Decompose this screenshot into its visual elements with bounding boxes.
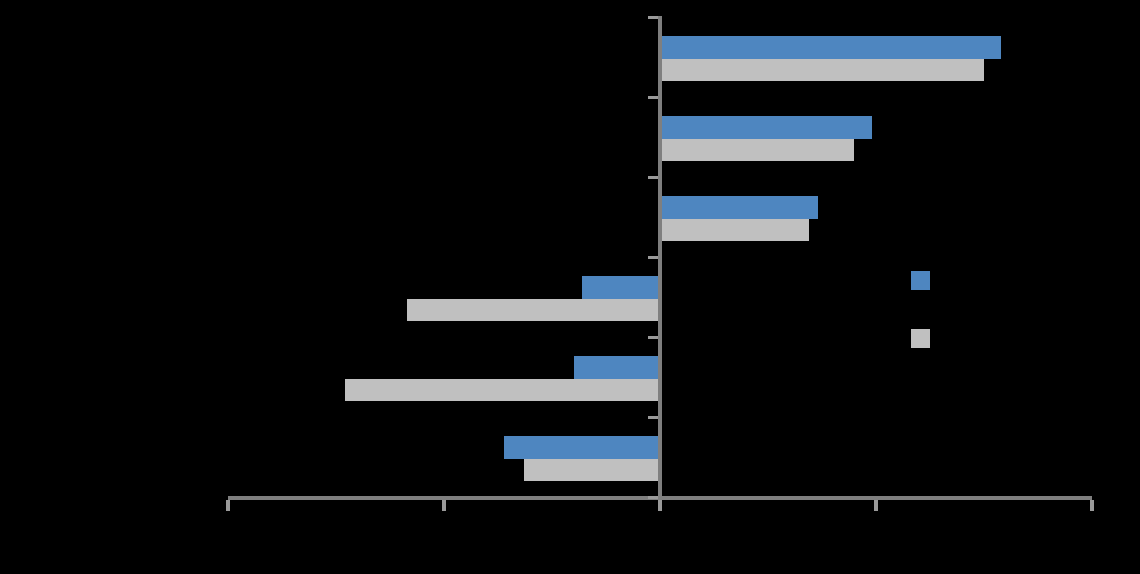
y-axis-tick [648, 175, 658, 179]
x-axis-tick [874, 500, 878, 511]
y-axis-tick [648, 15, 658, 19]
bar-blue-series-group4 [582, 276, 660, 299]
x-axis-tick [1090, 500, 1094, 511]
x-axis-tick [658, 500, 662, 511]
bar-gray-series-group6 [523, 458, 660, 481]
bar-blue-series-group6 [504, 436, 660, 459]
y-axis-line [658, 16, 662, 510]
y-axis-tick [648, 335, 658, 339]
legend-swatch-gray-series [911, 329, 930, 348]
bar-gray-series-group3 [660, 218, 810, 241]
y-axis-tick [648, 255, 658, 259]
bar-blue-series-group5 [573, 356, 660, 379]
bar-blue-series-group2 [660, 116, 872, 139]
bar-gray-series-group4 [407, 298, 660, 321]
y-axis-tick [648, 95, 658, 99]
bar-gray-series-group1 [660, 58, 984, 81]
bar-blue-series-group3 [660, 196, 818, 219]
legend-swatch-blue-series [911, 271, 930, 290]
y-axis-tick [648, 415, 658, 419]
y-axis-tick [648, 495, 658, 499]
x-axis-tick [226, 500, 230, 511]
bar-blue-series-group1 [660, 36, 1002, 59]
bar-gray-series-group5 [344, 378, 660, 401]
x-axis-tick [442, 500, 446, 511]
bar-gray-series-group2 [660, 138, 855, 161]
